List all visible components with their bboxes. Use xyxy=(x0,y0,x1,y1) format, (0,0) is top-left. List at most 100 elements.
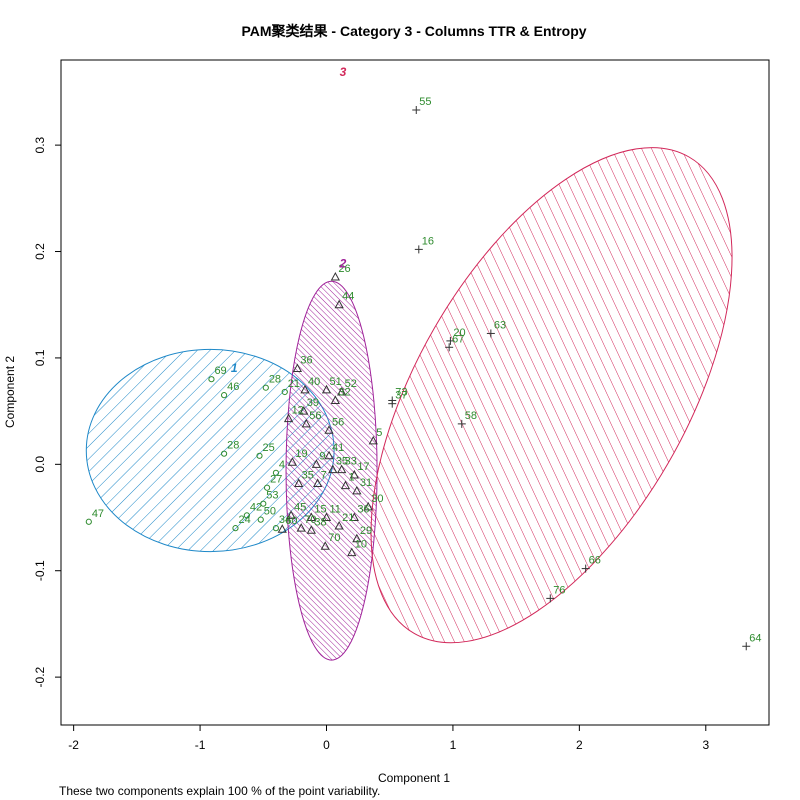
point-label: 28 xyxy=(269,374,281,386)
point-label: 41 xyxy=(332,442,344,454)
cluster-2-point: 33 xyxy=(337,456,357,474)
y-axis-label: Component 2 xyxy=(3,356,17,428)
x-tick-label: -2 xyxy=(68,738,79,752)
y-tick-label: 0.3 xyxy=(33,136,47,153)
point-label: 32 xyxy=(338,386,350,398)
point-label: 28 xyxy=(227,440,239,452)
cluster-3-point: 67 xyxy=(445,333,464,352)
cluster-1-point: 25 xyxy=(256,442,275,459)
point-label: 25 xyxy=(262,442,274,454)
point-label: 44 xyxy=(342,291,354,303)
point-label: 37 xyxy=(395,390,407,402)
cluster-2-point: 12 xyxy=(283,405,304,423)
point-label: 60 xyxy=(285,515,297,527)
point-label: 21 xyxy=(342,512,354,524)
cluster-2-point: 44 xyxy=(334,291,354,309)
point-label: 35 xyxy=(302,469,314,481)
cluster-1-point: 53 xyxy=(260,490,279,507)
cluster-1-point: 4 xyxy=(272,459,285,476)
cluster-3-point: 58 xyxy=(457,410,477,428)
cluster-3-ellipse xyxy=(370,147,733,644)
cluster-2-point: 32 xyxy=(330,386,351,404)
point-label: 9 xyxy=(319,450,325,462)
cluster-2-point: 11 xyxy=(321,504,341,522)
point-label: 70 xyxy=(328,532,340,544)
cluster-2-point: 30 xyxy=(363,493,383,511)
point-label: 38 xyxy=(314,516,326,528)
point-label: 56 xyxy=(332,416,344,428)
point-label: 16 xyxy=(422,235,434,247)
x-tick-label: 1 xyxy=(450,738,457,752)
point-label: 1 xyxy=(348,472,354,484)
point-label: 46 xyxy=(227,381,239,393)
point-label: 53 xyxy=(266,490,278,502)
cluster-2-point: 36 xyxy=(292,355,313,373)
cluster-2-point: 5 xyxy=(368,427,382,445)
cluster-2-point: 31 xyxy=(352,477,372,495)
x-tick-label: 2 xyxy=(576,738,583,752)
point-label: 26 xyxy=(338,263,350,275)
x-tick-label: 0 xyxy=(323,738,330,752)
point-label: 30 xyxy=(371,493,383,505)
cluster-2-point: 9 xyxy=(311,450,326,468)
cluster-3-point: 64 xyxy=(742,632,761,651)
cluster-1-point: 42 xyxy=(243,501,262,519)
point-label: 33 xyxy=(345,456,357,468)
cluster-1-point: 24 xyxy=(232,514,251,532)
cluster-1-point: 28 xyxy=(220,440,239,457)
cluster-3-point: 16 xyxy=(414,235,434,254)
point-label: 31 xyxy=(360,477,372,489)
cluster-2-point: 26 xyxy=(330,263,351,281)
cluster-1-point: 69 xyxy=(208,365,227,383)
cluster-2-point: 39 xyxy=(299,397,319,415)
point-label: 73 xyxy=(395,386,407,398)
point-label: 67 xyxy=(452,333,464,345)
point-label: 35 xyxy=(336,456,348,468)
cluster-2-point: 70 xyxy=(320,532,340,550)
point-label: 4 xyxy=(279,459,285,471)
cluster-1-point: 46 xyxy=(220,381,239,399)
y-tick-label: 0.2 xyxy=(33,243,47,260)
cluster-2-point: 35 xyxy=(328,456,348,474)
y-tick-label: 0.0 xyxy=(33,456,47,473)
cluster-2-point: 40 xyxy=(300,376,320,394)
cluster-3-point: 76 xyxy=(546,584,566,603)
point-label: 47 xyxy=(92,508,104,520)
point-label: 56 xyxy=(309,410,321,422)
cluster-2-point: 10 xyxy=(347,539,367,557)
cluster-2-point: 60 xyxy=(277,515,298,533)
point-label: 51 xyxy=(330,376,342,388)
cluster-2-point: 29 xyxy=(352,525,372,543)
cluster-2-label: 2 xyxy=(339,256,347,270)
cluster-2-point: 7 xyxy=(313,469,327,487)
cluster-2-point: 45 xyxy=(286,501,306,519)
cluster-3-point: 55 xyxy=(412,96,432,115)
cluster-2-point: 41 xyxy=(324,442,344,460)
point-label: 10 xyxy=(355,539,367,551)
y-axis: -0.2 -0.1 0.0 0.1 0.2 0.3 xyxy=(33,136,62,687)
point-label: 21 xyxy=(288,378,300,390)
variability-caption: These two components explain 100 % of th… xyxy=(59,784,380,798)
point-label: 64 xyxy=(749,632,761,644)
point-label: 50 xyxy=(264,506,276,518)
point-label: 29 xyxy=(360,525,372,537)
cluster-2-point: 51 xyxy=(321,376,342,394)
cluster-3-point: 20 xyxy=(446,327,466,345)
cluster-3-point: 37 xyxy=(388,390,407,408)
point-label: 39 xyxy=(307,397,319,409)
cluster-2-point: 56 xyxy=(301,410,322,428)
cluster-2-point: 36 xyxy=(349,504,370,522)
point-label: 40 xyxy=(308,376,320,388)
cluster-1-label: 1 xyxy=(231,361,238,375)
cluster-2-point: 35 xyxy=(294,469,314,487)
point-label: 58 xyxy=(465,410,477,422)
chart-title: PAM聚类结果 - Category 3 - Columns TTR & Ent… xyxy=(241,23,586,39)
point-label: 12 xyxy=(292,405,304,417)
cluster-1-point: 21 xyxy=(281,378,300,396)
y-tick-label: -0.2 xyxy=(33,666,47,687)
y-tick-label: 0.1 xyxy=(33,349,47,366)
point-label: 5 xyxy=(376,427,382,439)
cluster-2-point: 21 xyxy=(334,512,354,530)
